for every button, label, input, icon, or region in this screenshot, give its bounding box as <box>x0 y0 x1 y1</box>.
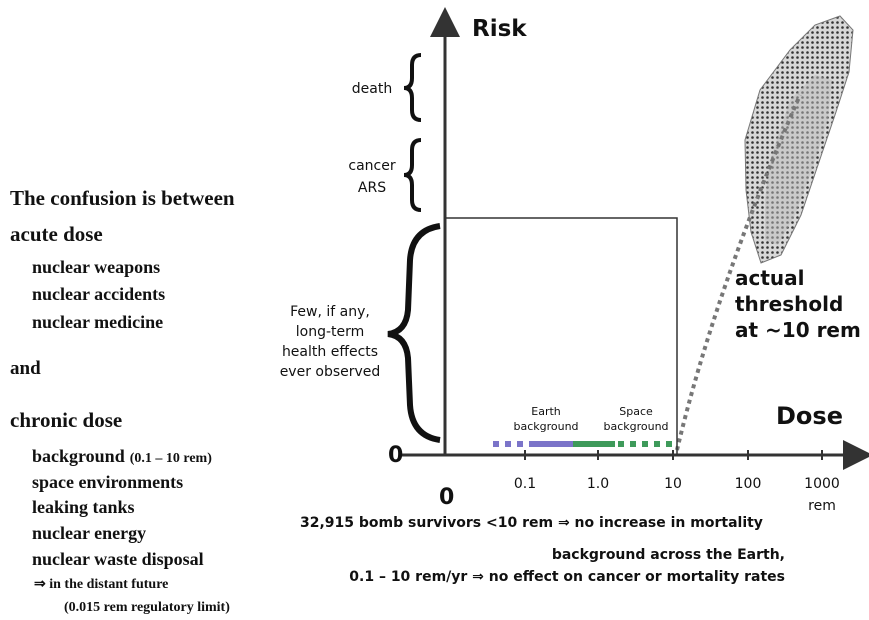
heading: and <box>10 358 41 379</box>
braces <box>387 53 441 443</box>
brace <box>403 138 422 212</box>
x-tick-label: 0.1 <box>514 476 536 492</box>
note: 0.1 – 10 rem/yr ⇒ no effect on cancer or… <box>349 569 785 585</box>
item: nuclear energy <box>32 523 146 543</box>
item: background <box>32 446 125 466</box>
brace-label: death <box>352 81 392 97</box>
brace <box>387 223 441 443</box>
x-tick-label: 100 <box>735 476 762 492</box>
brace-label: ARS <box>358 180 386 196</box>
heading: acute dose <box>10 222 103 246</box>
origin-label: 0 <box>388 443 403 468</box>
threshold-line: actual <box>735 266 805 290</box>
item-note: (0.015 rem regulatory limit) <box>64 600 230 615</box>
threshold-line: threshold <box>735 292 843 316</box>
y-axis-label: Risk <box>472 16 527 42</box>
graph-text: Risk Dose 0 0 0.1 1.0 10 100 1000 rem de… <box>280 16 861 585</box>
note: 32,915 bomb survivors <10 rem ⇒ no incre… <box>300 515 763 531</box>
brace-label: health effects <box>282 344 378 360</box>
x-ticks <box>524 450 823 460</box>
brace-label: ever observed <box>280 364 381 380</box>
unit-label: rem <box>808 498 836 514</box>
brace-label: cancer <box>348 158 395 174</box>
bar-label: Earth <box>531 405 561 418</box>
bar-label: background <box>603 420 668 433</box>
bar-labels: Earth background Space background <box>513 405 668 433</box>
bar-label: Space <box>619 405 653 418</box>
origin-label: 0 <box>439 485 454 510</box>
risk-cloud-core <box>765 75 832 245</box>
brace-labels: death cancer ARS Few, if any, long-term … <box>280 81 396 380</box>
item-note: (0.1 – 10 rem) <box>130 451 212 466</box>
x-tick-labels: 0.1 1.0 10 100 1000 rem <box>514 476 840 514</box>
threshold-box <box>445 217 678 455</box>
heading: chronic dose <box>10 408 122 432</box>
threshold-curve <box>675 94 802 451</box>
note: background across the Earth, <box>552 547 785 563</box>
heading: The confusion is between <box>10 186 235 210</box>
left-text: The confusion is between acute dose nucl… <box>10 186 235 615</box>
item: nuclear weapons <box>32 257 160 277</box>
item: leaking tanks <box>32 497 135 517</box>
x-axis-label: Dose <box>776 402 843 430</box>
brace-label: Few, if any, <box>290 304 370 320</box>
threshold-line: at ~10 rem <box>735 318 861 342</box>
notes: 32,915 bomb survivors <10 rem ⇒ no incre… <box>300 515 785 585</box>
item: nuclear medicine <box>32 312 163 332</box>
item: background (0.1 – 10 rem) <box>32 446 212 466</box>
item: space environments <box>32 472 183 492</box>
threshold-label: actual threshold at ~10 rem <box>735 266 861 342</box>
item: nuclear accidents <box>32 284 165 304</box>
x-tick-label: 1.0 <box>587 476 609 492</box>
item: nuclear waste disposal <box>32 549 204 569</box>
brace-label: long-term <box>296 324 365 340</box>
x-tick-label: 10 <box>664 476 682 492</box>
brace <box>403 53 422 122</box>
x-tick-label: 1000 <box>804 476 840 492</box>
bar-label: background <box>513 420 578 433</box>
item-note: ⇒ in the distant future <box>34 577 168 592</box>
